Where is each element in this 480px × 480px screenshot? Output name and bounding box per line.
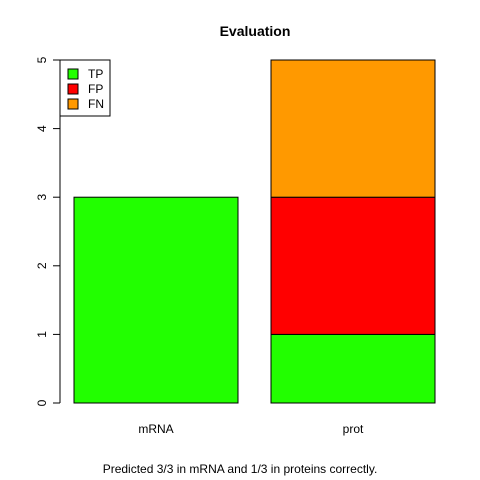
y-tick-label: 2 <box>35 262 49 269</box>
legend-label-fp: FP <box>88 82 103 96</box>
y-tick-label: 4 <box>35 125 49 132</box>
bars-group <box>73 59 436 404</box>
y-tick-label: 0 <box>35 399 49 406</box>
y-tick-label: 3 <box>35 194 49 201</box>
legend-swatch-fn <box>67 98 79 110</box>
x-tick-label-mrna: mRNA <box>138 422 173 436</box>
legend-label-tp: TP <box>88 67 103 81</box>
legend-label-fn: FN <box>88 97 104 111</box>
x-tick-label-prot: prot <box>343 422 364 436</box>
x-axis-labels: mRNA prot <box>138 422 364 436</box>
chart-title: Evaluation <box>220 23 291 39</box>
bar-mrna-tp <box>73 196 239 404</box>
y-tick-label: 1 <box>35 331 49 338</box>
legend-swatch-tp <box>67 68 79 80</box>
caption: Predicted 3/3 in mRNA and 1/3 in protein… <box>102 462 378 476</box>
legend-swatch-fp <box>67 83 79 95</box>
bar-prot-tp <box>270 333 436 404</box>
y-axis: 0 1 2 3 4 5 <box>35 56 61 406</box>
bar-prot-fp <box>270 196 436 335</box>
y-tick-label: 5 <box>35 56 49 63</box>
bar-prot-fn <box>270 59 436 198</box>
